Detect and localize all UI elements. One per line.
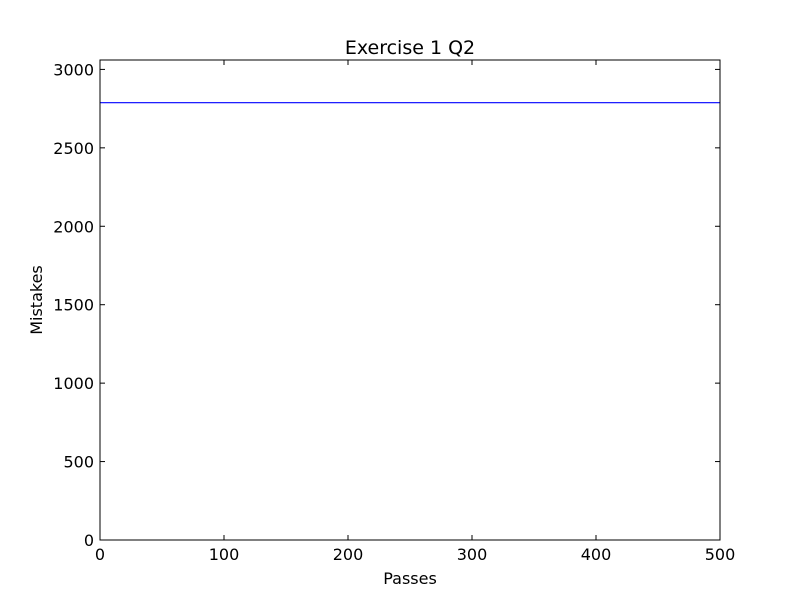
x-tick-label: 400 [581, 545, 612, 564]
y-tick-label: 0 [84, 531, 94, 550]
x-tick-label: 100 [209, 545, 240, 564]
tick-layer: 0 100 200 300 400 500 0 500 1000 1500 2000 2500 3000 [53, 60, 735, 564]
y-tick-label: 2000 [53, 217, 94, 236]
y-tick-label: 1000 [53, 374, 94, 393]
plot-background [100, 60, 720, 540]
y-tick-label: 500 [63, 453, 94, 472]
y-tick-label: 2500 [53, 139, 94, 158]
plot-frame [99, 59, 721, 541]
x-tick-label: 200 [333, 545, 364, 564]
x-tick-label: 300 [457, 545, 488, 564]
y-tick-label: 1500 [53, 296, 94, 315]
x-tick-label: 500 [705, 545, 736, 564]
y-axis-label: Mistakes [27, 265, 46, 335]
chart-title: Exercise 1 Q2 [345, 37, 475, 59]
x-axis-label: Passes [383, 569, 437, 588]
y-tick-label: 3000 [53, 60, 94, 79]
x-tick-label: 0 [95, 545, 105, 564]
